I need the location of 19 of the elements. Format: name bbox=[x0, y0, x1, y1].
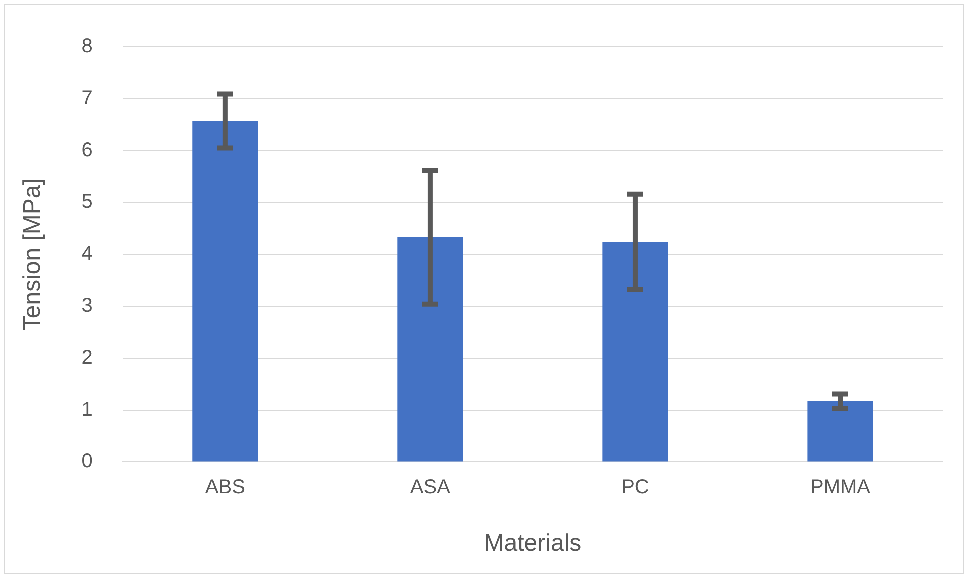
y-tick-label: 3 bbox=[82, 295, 93, 318]
x-tick-label: PMMA bbox=[810, 476, 872, 499]
y-tick-label: 4 bbox=[82, 243, 93, 266]
bar bbox=[602, 242, 668, 462]
y-tick-label: 8 bbox=[82, 36, 93, 58]
x-tick-label: ASA bbox=[410, 476, 452, 499]
x-tick-label: ABS bbox=[205, 476, 246, 499]
x-tick-label: PC bbox=[622, 476, 650, 499]
x-axis-title: Materials bbox=[484, 530, 582, 558]
y-tick-label: 0 bbox=[82, 450, 93, 473]
y-tick-label: 6 bbox=[82, 139, 93, 162]
y-tick-label: 5 bbox=[82, 191, 93, 214]
bar bbox=[192, 121, 258, 462]
bar bbox=[398, 237, 464, 462]
y-tick-label: 7 bbox=[82, 87, 93, 110]
bar bbox=[808, 401, 874, 462]
y-tick-label: 1 bbox=[82, 398, 93, 421]
y-axis-title: Tension [MPa] bbox=[19, 178, 46, 331]
y-tick-label: 2 bbox=[82, 346, 93, 369]
